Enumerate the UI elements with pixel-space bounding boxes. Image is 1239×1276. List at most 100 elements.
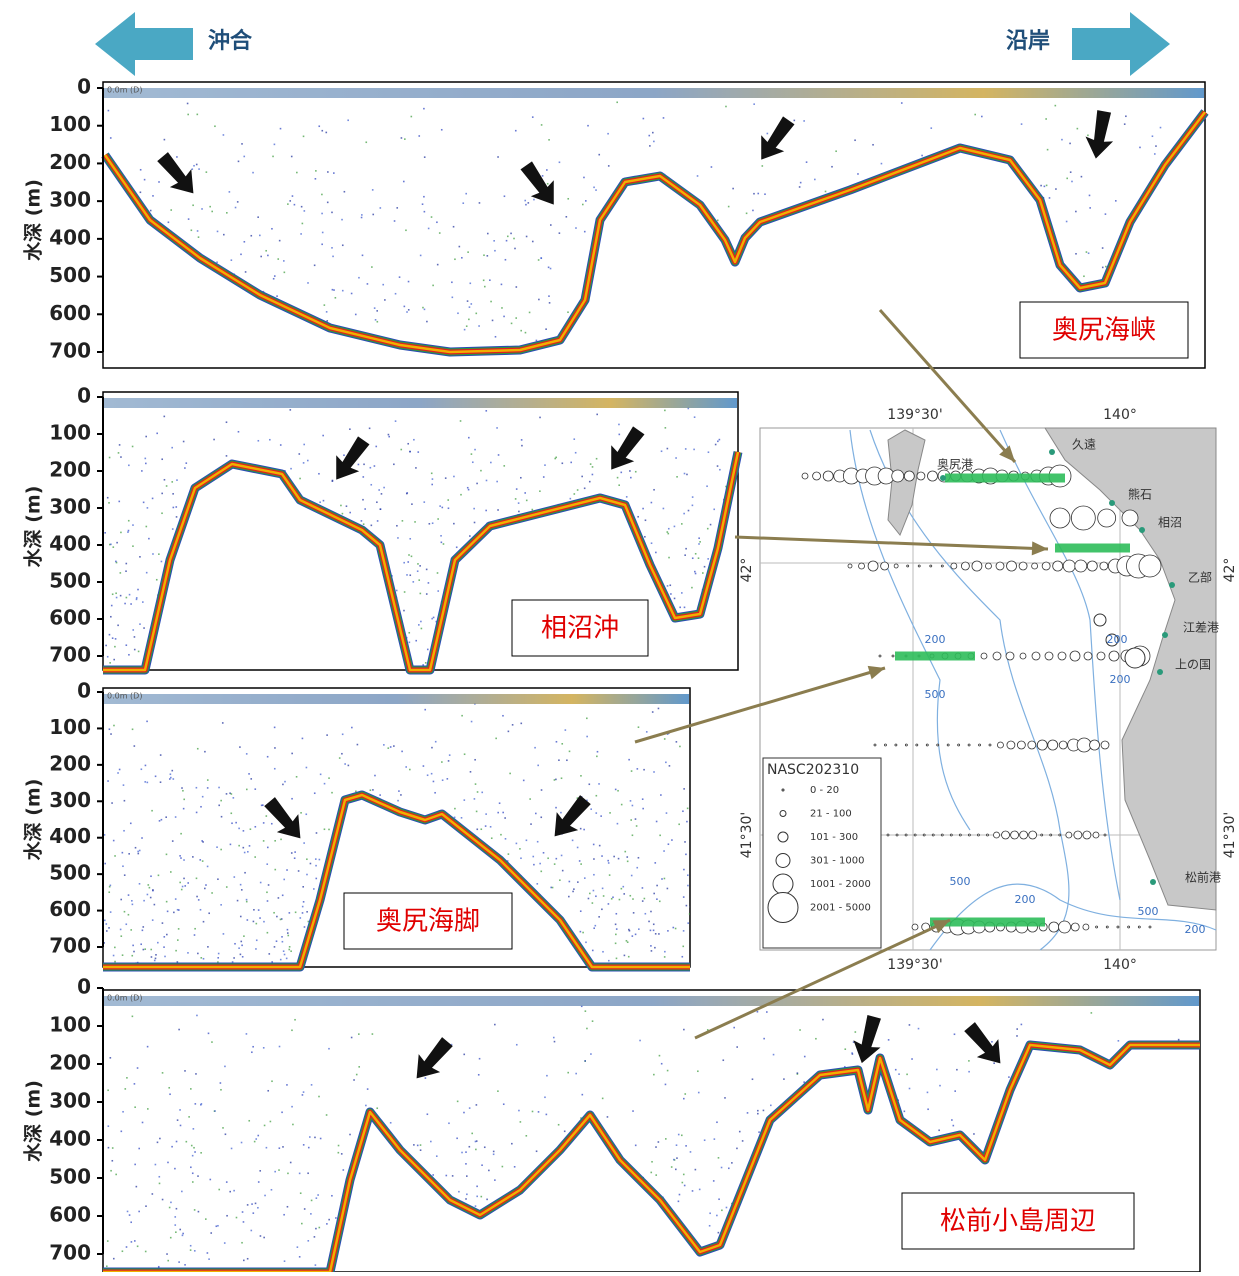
echo-dot bbox=[142, 601, 144, 603]
echo-dot bbox=[697, 1070, 699, 1072]
echo-dot bbox=[263, 1047, 265, 1049]
echo-dot bbox=[111, 605, 113, 607]
echo-dot bbox=[539, 490, 541, 492]
echo-dot bbox=[757, 1110, 759, 1112]
echo-dot bbox=[163, 416, 165, 418]
echo-dot bbox=[441, 761, 443, 763]
echo-dot bbox=[687, 808, 689, 810]
echo-dot bbox=[315, 1228, 317, 1230]
contour-label: 500 bbox=[925, 688, 946, 701]
echo-dot bbox=[683, 788, 685, 790]
echo-dot bbox=[631, 770, 633, 772]
echo-dot bbox=[243, 830, 245, 832]
latitude-label: 42° bbox=[739, 558, 755, 583]
echo-dot bbox=[622, 886, 624, 888]
echo-dot bbox=[161, 561, 163, 563]
nasc-circle bbox=[977, 834, 979, 836]
echo-dot bbox=[650, 1172, 652, 1174]
echo-dot bbox=[757, 193, 759, 195]
echo-dot bbox=[383, 487, 385, 489]
echo-dot bbox=[461, 817, 463, 819]
echo-dot bbox=[271, 228, 273, 230]
echo-dot bbox=[480, 470, 482, 472]
echo-dot bbox=[490, 462, 492, 464]
echo-dot bbox=[223, 234, 225, 236]
longitude-label: 140° bbox=[1103, 957, 1137, 973]
echo-dot bbox=[465, 1151, 467, 1153]
echo-dot bbox=[510, 233, 512, 235]
echo-dot bbox=[112, 1160, 114, 1162]
echo-dot bbox=[560, 812, 562, 814]
echo-dot bbox=[547, 183, 549, 185]
echo-dot bbox=[752, 210, 754, 212]
echo-dot bbox=[430, 1141, 432, 1143]
echo-dot bbox=[431, 484, 433, 486]
echo-dot bbox=[590, 1053, 592, 1055]
echo-dot bbox=[658, 1141, 660, 1143]
echo-dot bbox=[532, 241, 534, 243]
depth-tick-label: 600 bbox=[49, 1203, 91, 1227]
echo-dot bbox=[180, 857, 182, 859]
echo-dot bbox=[315, 1264, 317, 1266]
echo-dot bbox=[279, 1147, 281, 1149]
echo-dot bbox=[260, 882, 262, 884]
echo-dot bbox=[331, 1195, 333, 1197]
echo-dot bbox=[333, 289, 335, 291]
echo-dot bbox=[424, 156, 426, 158]
echo-dot bbox=[233, 1190, 235, 1192]
echo-dot bbox=[645, 519, 647, 521]
echo-dot bbox=[302, 1094, 304, 1096]
depth-tick-label: 700 bbox=[49, 643, 91, 667]
echo-dot bbox=[140, 191, 142, 193]
echo-dot bbox=[630, 800, 632, 802]
echo-dot bbox=[374, 465, 376, 467]
echo-dot bbox=[283, 950, 285, 952]
echo-dot bbox=[287, 1173, 289, 1175]
depth-tick-label: 600 bbox=[49, 897, 91, 921]
echo-dot bbox=[246, 789, 248, 791]
echo-dot bbox=[108, 502, 110, 504]
echo-dot bbox=[464, 799, 466, 801]
echo-dot bbox=[254, 788, 256, 790]
echo-dot bbox=[240, 941, 242, 943]
nasc-circle bbox=[947, 744, 949, 746]
echo-dot bbox=[175, 898, 177, 900]
echo-dot bbox=[218, 953, 220, 955]
echo-dot bbox=[693, 449, 695, 451]
echo-dot bbox=[135, 847, 137, 849]
depth-tick-label: 400 bbox=[49, 824, 91, 848]
echo-dot bbox=[166, 854, 168, 856]
legend-class: 101 - 300 bbox=[810, 832, 858, 843]
echo-dot bbox=[199, 859, 201, 861]
echo-dot bbox=[475, 783, 477, 785]
echo-dot bbox=[471, 1133, 473, 1135]
echo-dot bbox=[526, 1135, 528, 1137]
echo-dot bbox=[190, 1166, 192, 1168]
echo-dot bbox=[124, 874, 126, 876]
echo-dot bbox=[619, 899, 621, 901]
echo-dot bbox=[583, 829, 585, 831]
legend-symbol bbox=[776, 854, 790, 868]
echo-dot bbox=[158, 875, 160, 877]
depth-tick-label: 700 bbox=[49, 1241, 91, 1265]
depth-tick-label: 100 bbox=[49, 715, 91, 739]
echo-dot bbox=[167, 1260, 169, 1262]
echo-dot bbox=[543, 852, 545, 854]
echo-dot bbox=[226, 1181, 228, 1183]
echo-dot bbox=[673, 1159, 675, 1161]
echo-dot bbox=[652, 711, 654, 713]
echo-dot bbox=[207, 779, 209, 781]
echo-dot bbox=[728, 1168, 730, 1170]
echo-dot bbox=[303, 1091, 305, 1093]
port-dot bbox=[1157, 669, 1163, 675]
echo-dot bbox=[128, 530, 130, 532]
echo-dot bbox=[198, 168, 200, 170]
echo-dot bbox=[294, 857, 296, 859]
echo-dot bbox=[324, 304, 326, 306]
nasc-circle bbox=[1125, 648, 1145, 668]
echo-dot bbox=[550, 224, 552, 226]
echo-dot bbox=[632, 805, 634, 807]
echo-dot bbox=[515, 498, 517, 500]
echo-dot bbox=[546, 1114, 548, 1116]
